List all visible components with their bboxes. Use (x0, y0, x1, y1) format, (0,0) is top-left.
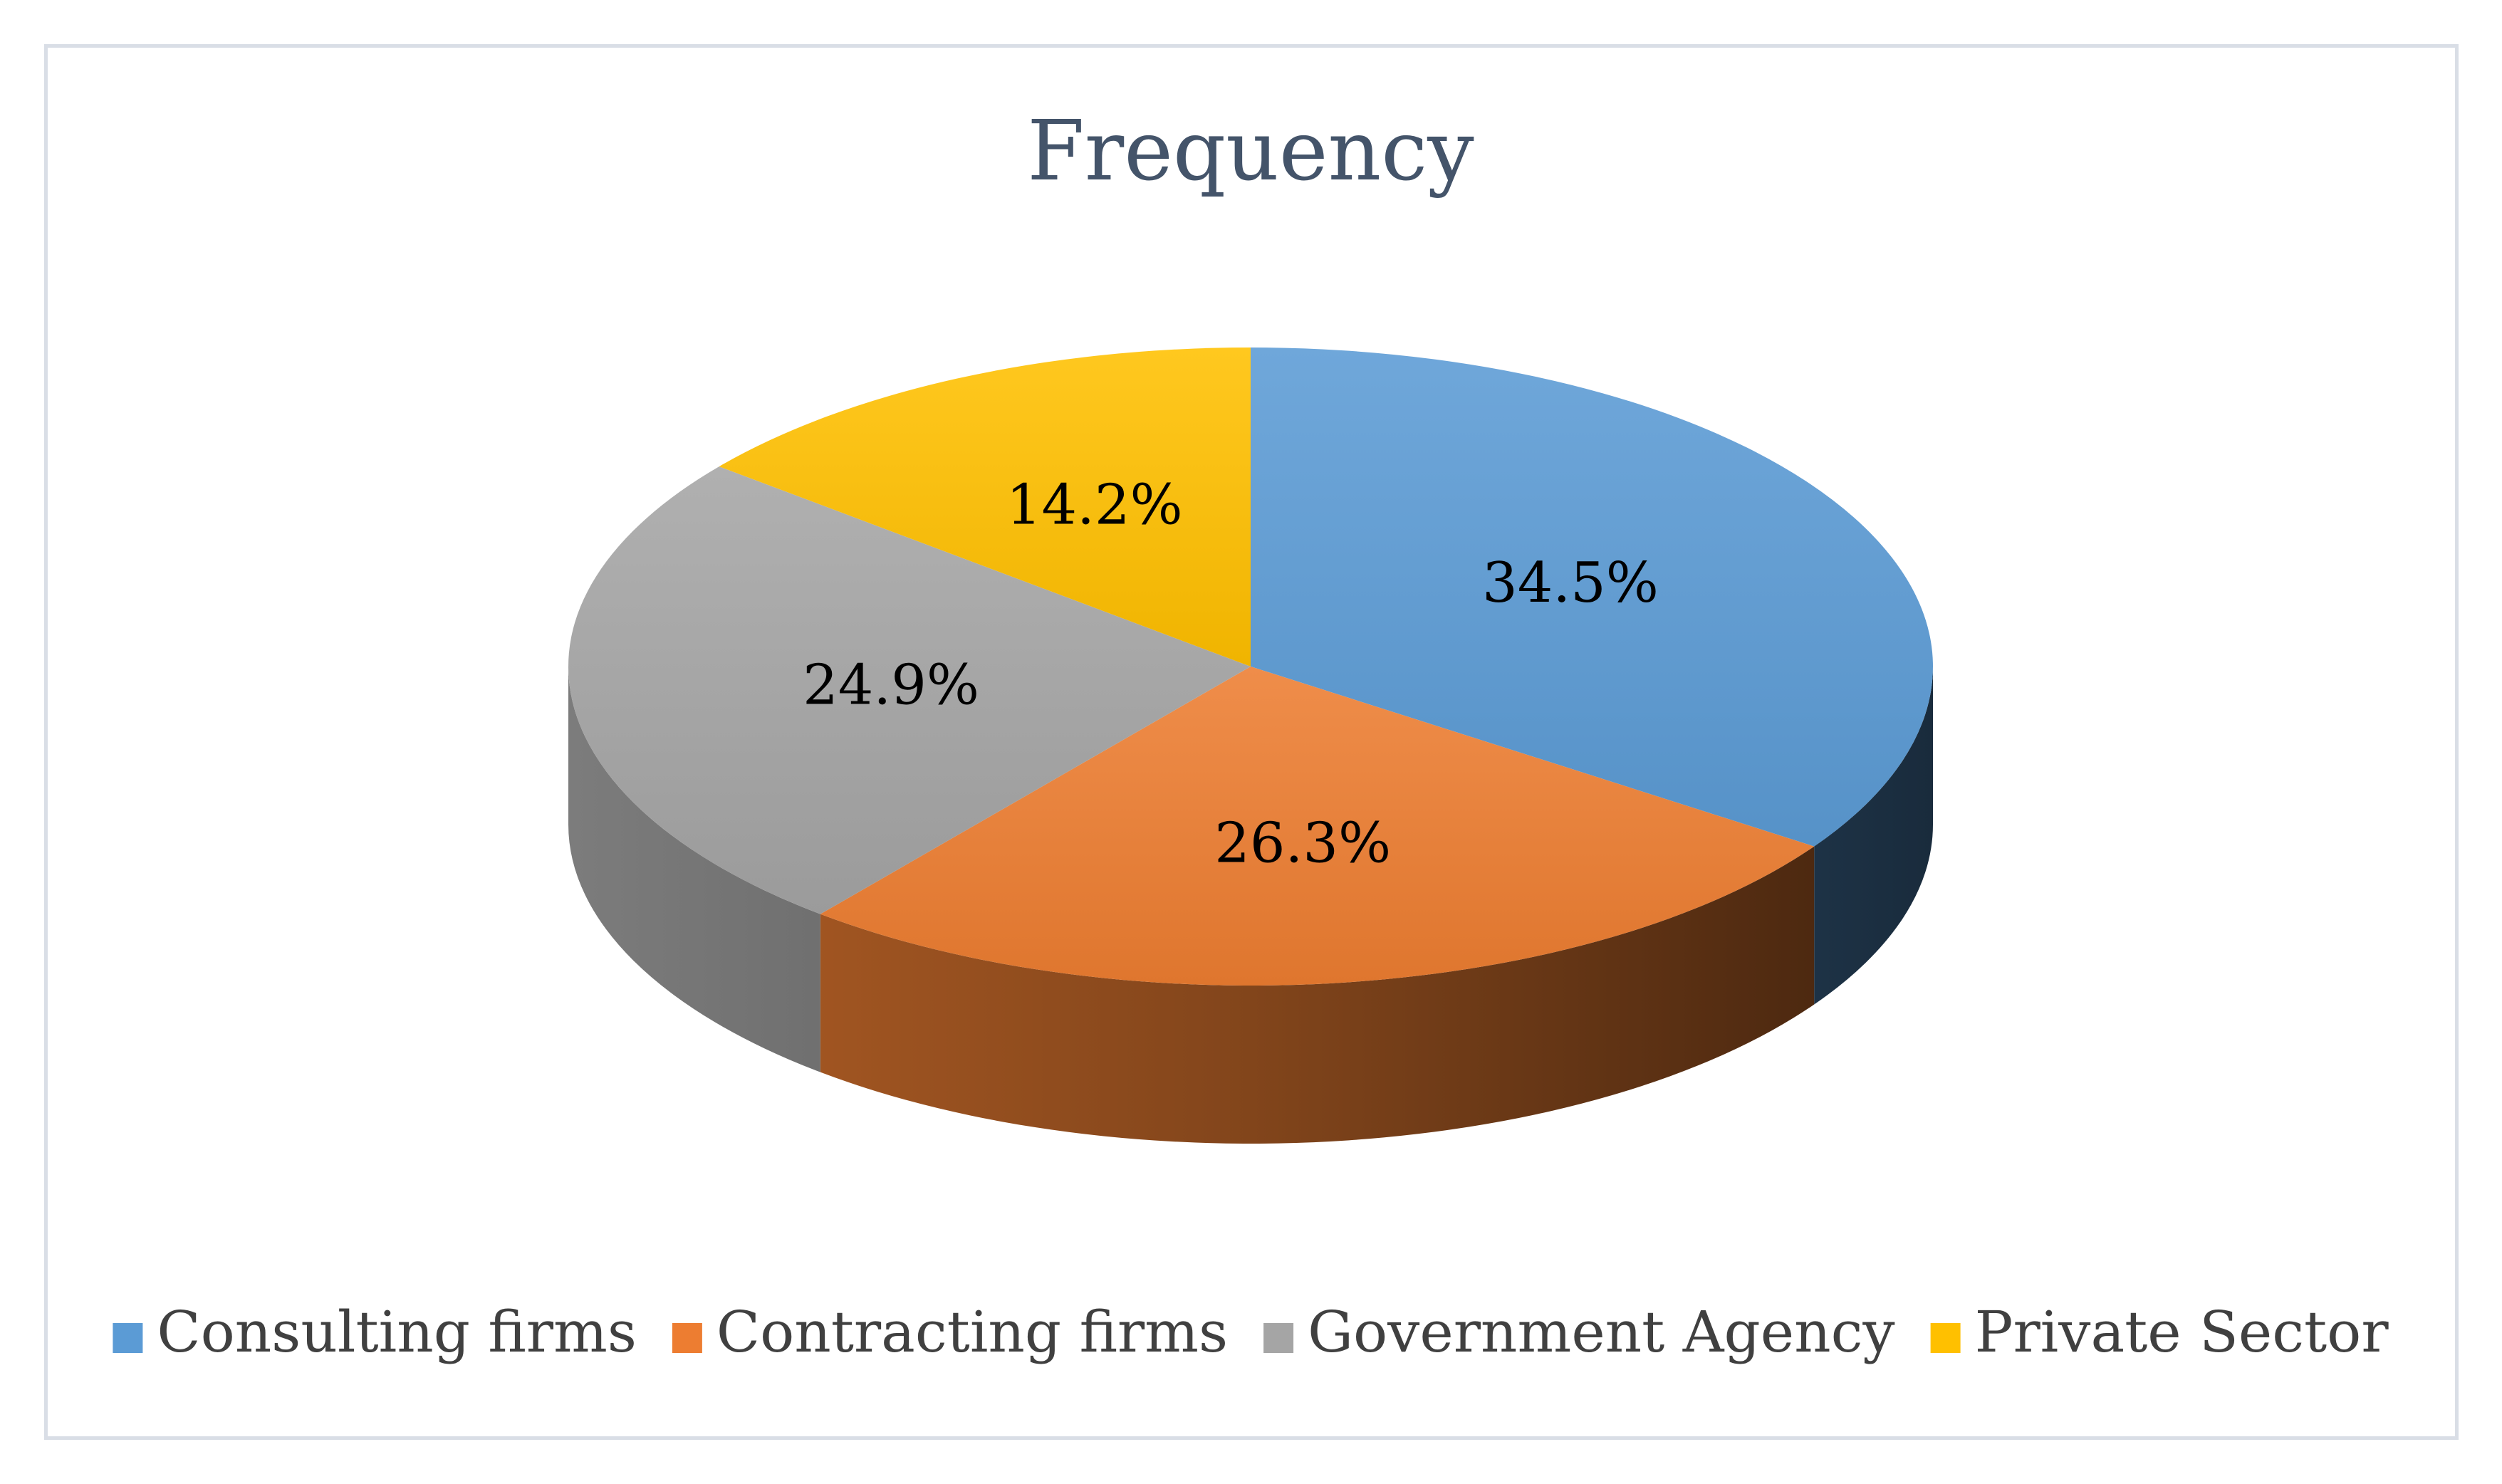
data-label-consulting-firms: 34.5% (1482, 551, 1659, 615)
slice-government-agency (568, 466, 1251, 914)
legend: Consulting firms Contracting firms Governm… (113, 1299, 2389, 1365)
pie-slices (568, 347, 1934, 986)
legend-item-government-agency: Government Agency (1263, 1299, 1895, 1365)
slice-side-government-agency (568, 667, 820, 1072)
slice-contracting-firms (820, 667, 1815, 986)
slice-side-consulting-firms (1814, 667, 1933, 1005)
data-label-private-sector: 14.2% (1006, 474, 1183, 538)
legend-swatch (113, 1323, 143, 1353)
legend-item-private-sector: Private Sector (1930, 1299, 2389, 1365)
legend-label: Government Agency (1308, 1299, 1895, 1365)
chart-title: Frequency (1027, 103, 1474, 199)
legend-swatch (1930, 1323, 1961, 1353)
data-labels: 34.5% 26.3% 24.9% 14.2% (803, 474, 1659, 876)
legend-swatch (672, 1323, 702, 1353)
legend-label: Contracting firms (716, 1299, 1228, 1365)
pie-sides (568, 667, 1933, 1144)
slice-consulting-firms (1251, 348, 1934, 847)
slice-private-sector (719, 347, 1251, 667)
legend-label: Private Sector (1975, 1299, 2389, 1365)
legend-item-contracting-firms: Contracting firms (672, 1299, 1228, 1365)
slice-side-contracting-firms (820, 846, 1815, 1144)
legend-swatch (1263, 1323, 1294, 1353)
legend-label: Consulting firms (157, 1299, 636, 1365)
data-label-government-agency: 24.9% (803, 653, 979, 717)
legend-item-consulting-firms: Consulting firms (113, 1299, 637, 1365)
data-label-contracting-firms: 26.3% (1214, 811, 1391, 875)
